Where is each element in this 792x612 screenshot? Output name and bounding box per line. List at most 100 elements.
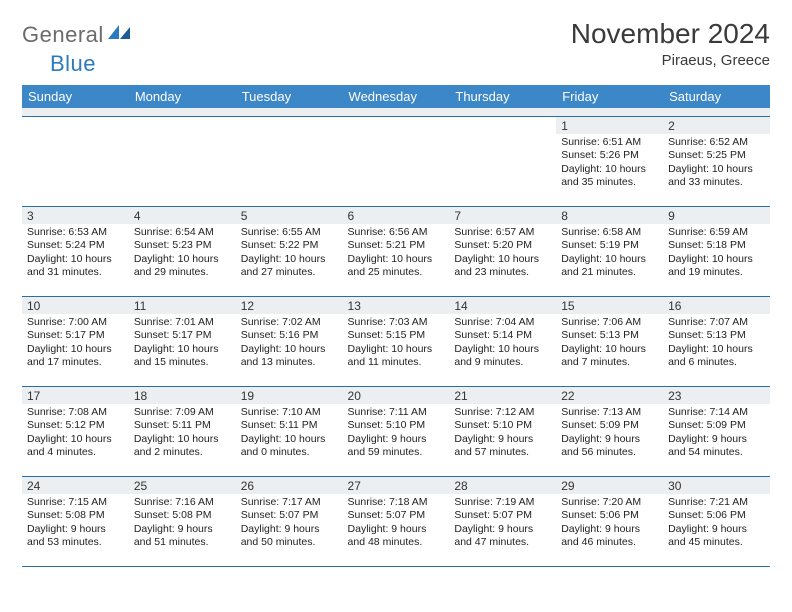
day-data: Sunrise: 7:16 AMSunset: 5:08 PMDaylight:…: [129, 494, 236, 555]
day-number: 12: [236, 297, 343, 314]
day-data: Sunrise: 6:52 AMSunset: 5:25 PMDaylight:…: [663, 134, 770, 195]
sunrise-line: Sunrise: 7:06 AM: [561, 316, 658, 330]
sunset-line: Sunset: 5:25 PM: [668, 149, 765, 163]
sunset-line: Sunset: 5:12 PM: [27, 419, 124, 433]
daylight-line: Daylight: 10 hours and 25 minutes.: [348, 253, 445, 280]
daylight-line: Daylight: 9 hours and 48 minutes.: [348, 523, 445, 550]
sunrise-line: Sunrise: 7:02 AM: [241, 316, 338, 330]
daylight-line: Daylight: 10 hours and 17 minutes.: [27, 343, 124, 370]
daylight-line: Daylight: 10 hours and 11 minutes.: [348, 343, 445, 370]
calendar-body: 1Sunrise: 6:51 AMSunset: 5:26 PMDaylight…: [22, 116, 770, 566]
day-data: Sunrise: 7:10 AMSunset: 5:11 PMDaylight:…: [236, 404, 343, 465]
day-data: Sunrise: 7:01 AMSunset: 5:17 PMDaylight:…: [129, 314, 236, 375]
day-cell: 5Sunrise: 6:55 AMSunset: 5:22 PMDaylight…: [236, 206, 343, 296]
week-row: 17Sunrise: 7:08 AMSunset: 5:12 PMDayligh…: [22, 386, 770, 476]
sunrise-line: Sunrise: 7:14 AM: [668, 406, 765, 420]
day-number: 27: [343, 477, 450, 494]
sunrise-line: Sunrise: 7:19 AM: [454, 496, 551, 510]
day-number: 11: [129, 297, 236, 314]
sunset-line: Sunset: 5:24 PM: [27, 239, 124, 253]
sunset-line: Sunset: 5:07 PM: [348, 509, 445, 523]
sunrise-line: Sunrise: 7:04 AM: [454, 316, 551, 330]
day-number: 1: [556, 117, 663, 134]
dow-fri: Friday: [556, 85, 663, 108]
sunset-line: Sunset: 5:20 PM: [454, 239, 551, 253]
day-cell: 27Sunrise: 7:18 AMSunset: 5:07 PMDayligh…: [343, 476, 450, 566]
daylight-line: Daylight: 10 hours and 21 minutes.: [561, 253, 658, 280]
day-data: Sunrise: 6:53 AMSunset: 5:24 PMDaylight:…: [22, 224, 129, 285]
day-number: 22: [556, 387, 663, 404]
sunrise-line: Sunrise: 7:08 AM: [27, 406, 124, 420]
sunrise-line: Sunrise: 7:11 AM: [348, 406, 445, 420]
dow-mon: Monday: [129, 85, 236, 108]
day-cell: 2Sunrise: 6:52 AMSunset: 5:25 PMDaylight…: [663, 116, 770, 206]
day-cell: 22Sunrise: 7:13 AMSunset: 5:09 PMDayligh…: [556, 386, 663, 476]
day-cell: 6Sunrise: 6:56 AMSunset: 5:21 PMDaylight…: [343, 206, 450, 296]
sunrise-line: Sunrise: 7:20 AM: [561, 496, 658, 510]
sunset-line: Sunset: 5:26 PM: [561, 149, 658, 163]
sunrise-line: Sunrise: 7:12 AM: [454, 406, 551, 420]
dow-tue: Tuesday: [236, 85, 343, 108]
daylight-line: Daylight: 10 hours and 2 minutes.: [134, 433, 231, 460]
day-number: 28: [449, 477, 556, 494]
day-cell: 15 Sunrise: 7:06 AMSunset: 5:13 PMDayligh…: [556, 296, 663, 386]
daylight-line: Daylight: 10 hours and 23 minutes.: [454, 253, 551, 280]
day-cell: [449, 116, 556, 206]
sunset-line: Sunset: 5:07 PM: [241, 509, 338, 523]
day-cell: 23Sunrise: 7:14 AMSunset: 5:09 PMDayligh…: [663, 386, 770, 476]
daylight-line: Daylight: 10 hours and 7 minutes.: [561, 343, 658, 370]
day-data: Sunrise: 7:18 AMSunset: 5:07 PMDaylight:…: [343, 494, 450, 555]
daylight-line: Daylight: 9 hours and 46 minutes.: [561, 523, 658, 550]
day-data: Sunrise: 6:58 AMSunset: 5:19 PMDaylight:…: [556, 224, 663, 285]
sunrise-line: Sunrise: 7:03 AM: [348, 316, 445, 330]
day-number: 29: [556, 477, 663, 494]
sunset-line: Sunset: 5:13 PM: [561, 329, 658, 343]
day-cell: 11Sunrise: 7:01 AMSunset: 5:17 PMDayligh…: [129, 296, 236, 386]
day-data: Sunrise: 7:13 AMSunset: 5:09 PMDaylight:…: [556, 404, 663, 465]
sunset-line: Sunset: 5:08 PM: [134, 509, 231, 523]
calendar-page: General November 2024 Piraeus, Greece Bl…: [0, 0, 792, 585]
day-number: 13: [343, 297, 450, 314]
dow-sun: Sunday: [22, 85, 129, 108]
day-number: 8: [556, 207, 663, 224]
day-cell: [129, 116, 236, 206]
day-cell: 7Sunrise: 6:57 AMSunset: 5:20 PMDaylight…: [449, 206, 556, 296]
daylight-line: Daylight: 10 hours and 13 minutes.: [241, 343, 338, 370]
sunset-line: Sunset: 5:09 PM: [561, 419, 658, 433]
sunrise-line: Sunrise: 6:56 AM: [348, 226, 445, 240]
sunrise-line: Sunrise: 7:10 AM: [241, 406, 338, 420]
sunrise-line: Sunrise: 7:01 AM: [134, 316, 231, 330]
sunrise-line: Sunrise: 6:54 AM: [134, 226, 231, 240]
day-data: Sunrise: 7:07 AMSunset: 5:13 PMDaylight:…: [663, 314, 770, 375]
daylight-line: Daylight: 9 hours and 57 minutes.: [454, 433, 551, 460]
daylight-line: Daylight: 9 hours and 59 minutes.: [348, 433, 445, 460]
sunset-line: Sunset: 5:11 PM: [134, 419, 231, 433]
sunrise-line: Sunrise: 7:07 AM: [668, 316, 765, 330]
day-cell: 12Sunrise: 7:02 AMSunset: 5:16 PMDayligh…: [236, 296, 343, 386]
week-row: 3Sunrise: 6:53 AMSunset: 5:24 PMDaylight…: [22, 206, 770, 296]
sunset-line: Sunset: 5:10 PM: [454, 419, 551, 433]
day-cell: 25Sunrise: 7:16 AMSunset: 5:08 PMDayligh…: [129, 476, 236, 566]
day-cell: 29Sunrise: 7:20 AMSunset: 5:06 PMDayligh…: [556, 476, 663, 566]
daylight-line: Daylight: 10 hours and 33 minutes.: [668, 163, 765, 190]
day-data: Sunrise: 6:51 AMSunset: 5:26 PMDaylight:…: [556, 134, 663, 195]
dow-row: Sunday Monday Tuesday Wednesday Thursday…: [22, 85, 770, 108]
daylight-line: Daylight: 10 hours and 35 minutes.: [561, 163, 658, 190]
day-cell: 10Sunrise: 7:00 AMSunset: 5:17 PMDayligh…: [22, 296, 129, 386]
day-data: Sunrise: 7:11 AMSunset: 5:10 PMDaylight:…: [343, 404, 450, 465]
day-number: 15: [556, 297, 663, 314]
day-data: Sunrise: 7:21 AMSunset: 5:06 PMDaylight:…: [663, 494, 770, 555]
logo-text-gray: General: [22, 22, 104, 48]
sunrise-line: Sunrise: 6:52 AM: [668, 136, 765, 150]
daylight-line: Daylight: 10 hours and 15 minutes.: [134, 343, 231, 370]
daylight-line: Daylight: 9 hours and 50 minutes.: [241, 523, 338, 550]
daylight-line: Daylight: 10 hours and 0 minutes.: [241, 433, 338, 460]
daylight-line: Daylight: 10 hours and 29 minutes.: [134, 253, 231, 280]
daylight-line: Daylight: 9 hours and 54 minutes.: [668, 433, 765, 460]
day-cell: 28Sunrise: 7:19 AMSunset: 5:07 PMDayligh…: [449, 476, 556, 566]
day-number: 16: [663, 297, 770, 314]
sunrise-line: Sunrise: 6:55 AM: [241, 226, 338, 240]
day-number: 20: [343, 387, 450, 404]
day-number: 21: [449, 387, 556, 404]
day-cell: 4Sunrise: 6:54 AMSunset: 5:23 PMDaylight…: [129, 206, 236, 296]
